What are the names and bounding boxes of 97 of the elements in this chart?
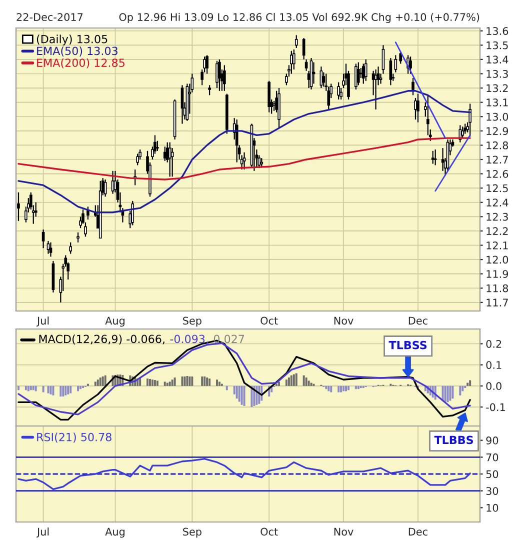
y-tick-label: 12.7 xyxy=(486,156,508,164)
text: 0.027 xyxy=(214,334,244,344)
candlestick xyxy=(374,68,378,110)
y-tick-label: 13.1 xyxy=(486,98,508,106)
y-tick-label: 70 xyxy=(486,453,498,462)
text: Op 12.96 Hi 13.09 Lo 12.86 Cl 13.05 Vol 692.9K Chg +0.10 (+0.77%) xyxy=(119,12,480,24)
candlestick xyxy=(382,44,385,74)
candlestick xyxy=(17,192,20,222)
candlestick xyxy=(357,62,360,86)
candlestick xyxy=(468,103,472,138)
y-tick-label: -0.1 xyxy=(486,403,505,412)
y-tick-label: 12.0 xyxy=(486,256,508,264)
candlestick xyxy=(414,97,417,120)
y-tick-label: 12.2 xyxy=(486,227,508,235)
x-tick-label: Dec xyxy=(408,316,428,325)
x-tick-label: Dec xyxy=(408,528,428,536)
text: 22-Dec-2017 xyxy=(16,13,83,22)
legend-label: EMA(200) 12.85 xyxy=(37,58,124,68)
candlestick xyxy=(163,146,166,162)
y-tick-label: 11.7 xyxy=(486,298,508,306)
series-label: -0.093, xyxy=(170,334,208,344)
candlestick xyxy=(168,142,172,178)
y-tick-label: 90 xyxy=(486,436,498,444)
y-tick-label: 13.2 xyxy=(486,84,508,92)
y-tick-label: 0.1 xyxy=(486,361,502,369)
candlestick xyxy=(441,148,444,172)
candlestick xyxy=(136,153,139,166)
x-tick-label: Aug xyxy=(105,316,124,327)
candlestick xyxy=(337,82,340,100)
candlestick xyxy=(416,93,420,123)
y-tick-label: 12.1 xyxy=(486,241,508,250)
x-tick-label: Nov xyxy=(334,528,354,536)
y-tick-label: 13.6 xyxy=(486,27,508,35)
y-tick-label: 13.4 xyxy=(486,56,508,64)
candlestick xyxy=(302,37,306,60)
candlestick xyxy=(290,50,293,74)
candlestick xyxy=(218,58,221,92)
legend-label: EMA(50) 13.03 xyxy=(37,46,118,56)
y-tick-label: 0.2 xyxy=(486,340,502,348)
candlestick xyxy=(49,242,52,258)
legend-label: RSI(21) 50.78 xyxy=(37,432,112,443)
y-tick-label: 11.8 xyxy=(486,284,508,292)
annotation: TLBSS xyxy=(388,340,427,350)
y-tick-label: 12.9 xyxy=(486,127,508,136)
candlestick xyxy=(86,206,90,220)
candlestick xyxy=(431,150,434,164)
candlestick xyxy=(208,84,211,96)
candlestick xyxy=(362,63,365,84)
candlestick xyxy=(409,56,412,74)
x-tick-label: Nov xyxy=(334,316,354,325)
y-tick-label: 12.4 xyxy=(486,198,508,206)
candlestick xyxy=(76,232,80,243)
legend-label: (Daily) 13.05 xyxy=(36,34,108,46)
candlestick xyxy=(394,54,398,73)
candlestick xyxy=(46,240,50,254)
x-tick-label: Oct xyxy=(260,528,278,536)
candlestick xyxy=(69,242,72,254)
candlestick xyxy=(42,228,45,249)
y-tick-label: 13.5 xyxy=(486,41,508,50)
candlestick xyxy=(464,123,467,134)
y-tick-label: 13.0 xyxy=(486,112,508,121)
candlestick xyxy=(223,64,226,92)
y-tick-label: 50 xyxy=(486,470,498,478)
y-tick-label: 12.5 xyxy=(486,184,508,192)
y-tick-label: 10 xyxy=(486,504,498,512)
candlestick xyxy=(242,152,246,170)
x-tick-label: Aug xyxy=(105,528,124,538)
legend-label: MACD(12,26,9) -0.066, xyxy=(39,334,164,344)
candlestick xyxy=(206,54,208,74)
y-tick-label: 13.3 xyxy=(486,70,508,78)
candlestick xyxy=(461,126,464,139)
y-tick-label: 12.8 xyxy=(486,141,508,150)
y-tick-label: 11.9 xyxy=(486,270,508,278)
candlestick xyxy=(180,84,184,124)
candlestick xyxy=(131,200,134,226)
x-tick-label: Sep xyxy=(183,316,202,327)
x-tick-label: Jul xyxy=(36,528,49,538)
x-tick-label: Oct xyxy=(260,316,278,325)
candlestick xyxy=(354,63,358,90)
y-tick-label: 0.0 xyxy=(486,382,502,390)
candlestick xyxy=(412,77,414,96)
candlestick xyxy=(399,52,402,64)
x-tick-label: Jul xyxy=(36,316,49,327)
line-series xyxy=(18,458,471,490)
annotation: TLBBS xyxy=(434,436,473,444)
candlestick xyxy=(216,60,218,89)
x-tick-label: Sep xyxy=(183,528,202,538)
y-tick-label: 12.3 xyxy=(486,212,508,221)
candlestick xyxy=(111,170,114,194)
candlestick xyxy=(364,58,368,82)
candlestick xyxy=(292,48,296,70)
candlestick xyxy=(434,148,437,166)
candlestick xyxy=(294,34,298,49)
y-tick-label: 30 xyxy=(486,487,498,495)
line-series xyxy=(18,137,471,180)
y-tick-label: 12.6 xyxy=(486,170,508,178)
candlestick xyxy=(304,58,308,72)
